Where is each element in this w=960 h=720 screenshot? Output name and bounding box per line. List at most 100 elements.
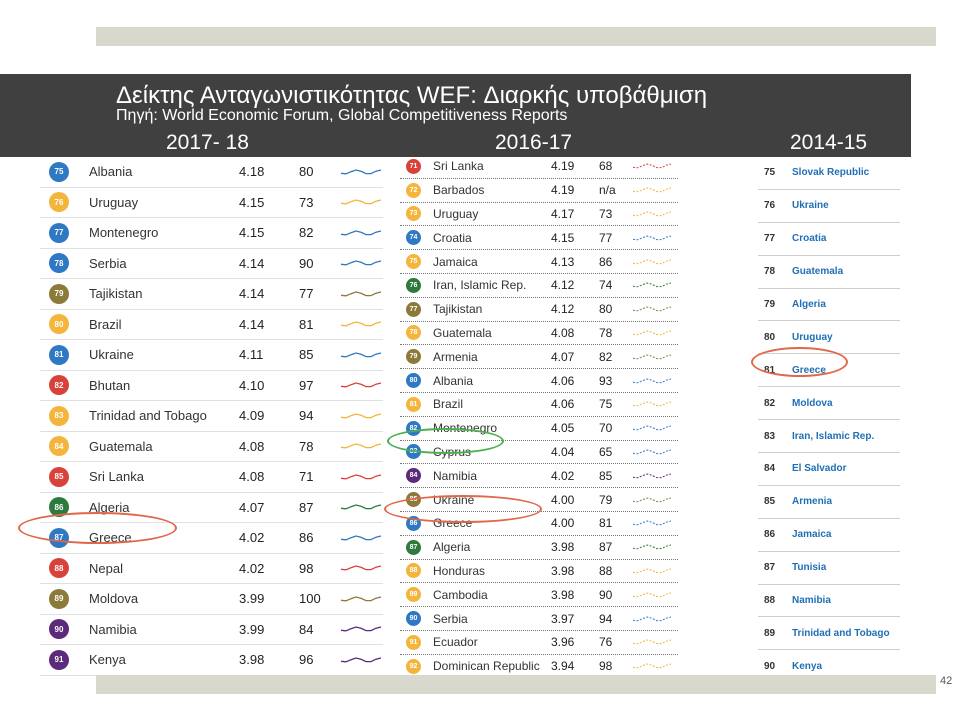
previous-rank: 77 <box>299 286 314 302</box>
country-name: Serbia <box>433 611 468 626</box>
table-row: 81 Brazil 4.06 75 <box>400 393 678 417</box>
table-row: 78 Guatemala <box>758 256 900 289</box>
score-value: 3.96 <box>551 635 575 650</box>
trend-sparkline <box>632 401 672 407</box>
trend-sparkline <box>340 352 382 358</box>
previous-rank: 97 <box>299 377 314 393</box>
table-row: 89 Cambodia 3.98 90 <box>400 583 678 608</box>
previous-rank: 74 <box>599 278 613 293</box>
rank-number: 87 <box>764 562 776 574</box>
trend-sparkline <box>632 282 672 288</box>
country-name: Montenegro <box>89 225 159 241</box>
score-value: 4.06 <box>551 397 575 412</box>
trend-sparkline <box>340 443 382 449</box>
previous-rank: 90 <box>599 587 613 602</box>
trend-sparkline <box>340 382 382 388</box>
country-name: Armenia <box>792 496 833 508</box>
previous-rank: 94 <box>599 611 613 626</box>
country-name: Guatemala <box>792 266 844 278</box>
score-value: 4.02 <box>239 530 265 546</box>
previous-rank: 100 <box>299 591 321 607</box>
country-name: Namibia <box>89 621 137 637</box>
table-row: 90 Serbia 3.97 94 <box>400 607 678 631</box>
trend-sparkline <box>632 306 672 312</box>
table-row: 90 Namibia 3.99 84 <box>40 615 383 645</box>
previous-rank: 81 <box>299 316 314 332</box>
previous-rank: 80 <box>599 302 613 317</box>
rank-number: 88 <box>764 595 776 607</box>
rank-badge: 91 <box>49 649 69 670</box>
score-value: 3.98 <box>551 540 575 555</box>
score-value: 4.15 <box>239 225 265 241</box>
trend-sparkline <box>632 544 672 550</box>
country-name: Uruguay <box>89 194 139 210</box>
previous-rank: 86 <box>299 530 314 546</box>
trend-sparkline <box>632 473 672 479</box>
country-name: Kenya <box>792 660 823 672</box>
trend-sparkline <box>632 163 672 169</box>
country-name: Serbia <box>89 255 127 271</box>
score-value: 3.98 <box>551 563 575 578</box>
country-name: Ukraine <box>89 347 134 363</box>
country-name: Nepal <box>89 560 123 576</box>
trend-sparkline <box>340 535 382 541</box>
score-value: 4.19 <box>551 159 575 174</box>
table-row: 84 El Salvador <box>758 453 900 486</box>
highlight-ellipse-greece-2016 <box>384 495 542 523</box>
highlight-ellipse-cyprus-2016 <box>387 428 504 454</box>
trend-sparkline <box>340 321 382 327</box>
previous-rank: 86 <box>599 254 613 269</box>
table-row: 86 Jamaica <box>758 519 900 552</box>
score-value: 4.14 <box>239 286 265 302</box>
trend-sparkline <box>340 626 382 632</box>
table-row: 91 Ecuador 3.96 76 <box>400 631 678 655</box>
page-number: 42 <box>940 675 953 687</box>
country-name: Tunisia <box>792 562 827 574</box>
rank-badge: 76 <box>406 277 421 293</box>
score-value: 4.06 <box>551 373 575 388</box>
rank-badge: 92 <box>406 658 421 674</box>
previous-rank: 87 <box>299 499 314 515</box>
table-row: 78 Serbia 4.14 90 <box>40 249 383 279</box>
score-value: 3.97 <box>551 611 575 626</box>
trend-sparkline <box>340 657 382 663</box>
previous-rank: 78 <box>299 438 314 454</box>
bottom-decor-bar <box>96 675 936 694</box>
trend-sparkline <box>632 663 672 669</box>
rank-badge: 87 <box>406 539 421 555</box>
country-name: Ecuador <box>433 635 478 650</box>
score-value: 3.98 <box>551 587 575 602</box>
table-row: 77 Montenegro 4.15 82 <box>40 218 383 249</box>
score-value: 4.00 <box>551 492 575 507</box>
trend-sparkline <box>340 504 382 510</box>
trend-sparkline <box>632 497 672 502</box>
previous-rank: 85 <box>299 347 314 363</box>
score-value: 3.98 <box>239 652 265 668</box>
country-name: Guatemala <box>433 325 492 340</box>
table-row: 89 Trinidad and Tobago <box>758 617 900 651</box>
previous-rank: 79 <box>599 492 613 507</box>
column-heading-2017-18: 2017- 18 <box>166 131 249 154</box>
top-decor-bar <box>96 27 936 46</box>
ranking-table-2017-18: 75 Albania 4.18 80 76 Uruguay 4.15 73 77 Monteneg… <box>40 157 383 676</box>
rank-badge: 82 <box>49 375 69 396</box>
country-name: Moldova <box>89 591 139 607</box>
score-value: 4.14 <box>239 316 265 332</box>
column-heading-2016-17: 2016-17 <box>495 131 573 154</box>
table-row: 76 Ukraine <box>758 190 900 223</box>
score-value: 4.08 <box>239 438 265 454</box>
rank-badge: 89 <box>49 588 69 609</box>
trend-sparkline <box>340 169 382 175</box>
rank-badge: 84 <box>49 436 69 457</box>
rank-number: 82 <box>764 397 776 409</box>
previous-rank: 94 <box>299 408 314 424</box>
table-row: 83 Iran, Islamic Rep. <box>758 420 900 454</box>
rank-number: 76 <box>764 200 776 212</box>
score-value: 4.12 <box>551 278 575 293</box>
table-row: 83 Trinidad and Tobago 4.09 94 <box>40 401 383 432</box>
table-row: 75 Jamaica 4.13 86 <box>400 250 678 274</box>
country-name: Jamaica <box>792 529 832 541</box>
table-row: 88 Nepal 4.02 98 <box>40 554 383 584</box>
trend-sparkline <box>340 596 382 602</box>
country-name: Jamaica <box>433 254 478 269</box>
